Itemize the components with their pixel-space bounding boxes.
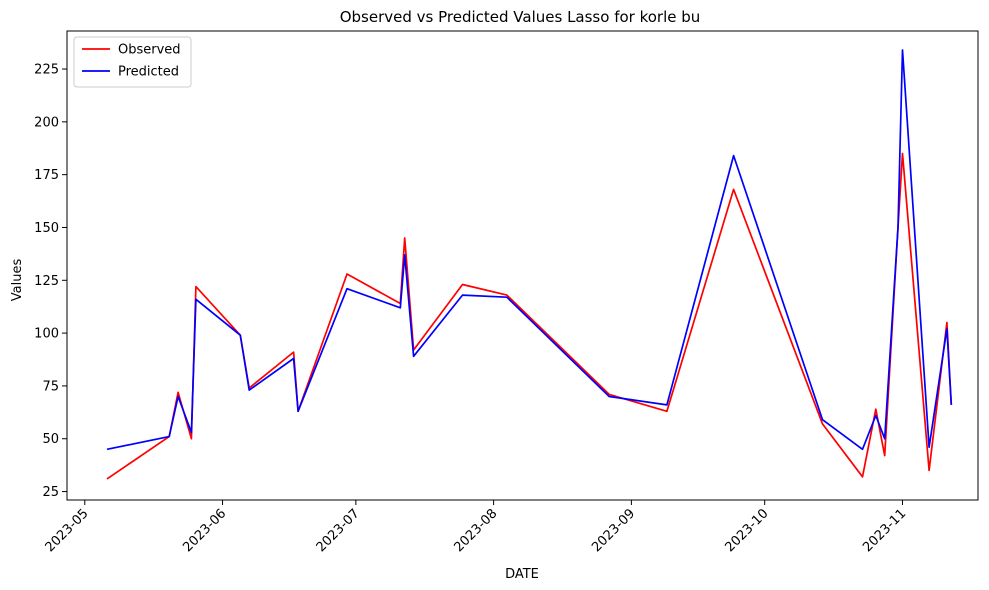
y-tick-label: 50 xyxy=(42,432,59,447)
chart-title: Observed vs Predicted Values Lasso for k… xyxy=(340,8,701,26)
y-tick-label: 25 xyxy=(42,485,59,500)
y-tick-label: 150 xyxy=(34,221,59,236)
legend-label: Predicted xyxy=(118,65,179,80)
y-tick-label: 200 xyxy=(34,115,59,130)
series-line-predicted xyxy=(106,49,953,451)
legend-label: Observed xyxy=(118,43,181,58)
y-tick-label: 225 xyxy=(34,63,59,78)
y-axis-title: Values xyxy=(10,259,25,302)
y-tick-label: 100 xyxy=(34,327,59,342)
y-tick-label: 75 xyxy=(42,379,59,394)
x-axis-title: DATE xyxy=(505,567,539,582)
plot-frame xyxy=(66,30,979,501)
y-tick-label: 125 xyxy=(34,274,59,289)
legend: Observed Predicted xyxy=(73,36,192,88)
y-tick-label: 175 xyxy=(34,168,59,183)
